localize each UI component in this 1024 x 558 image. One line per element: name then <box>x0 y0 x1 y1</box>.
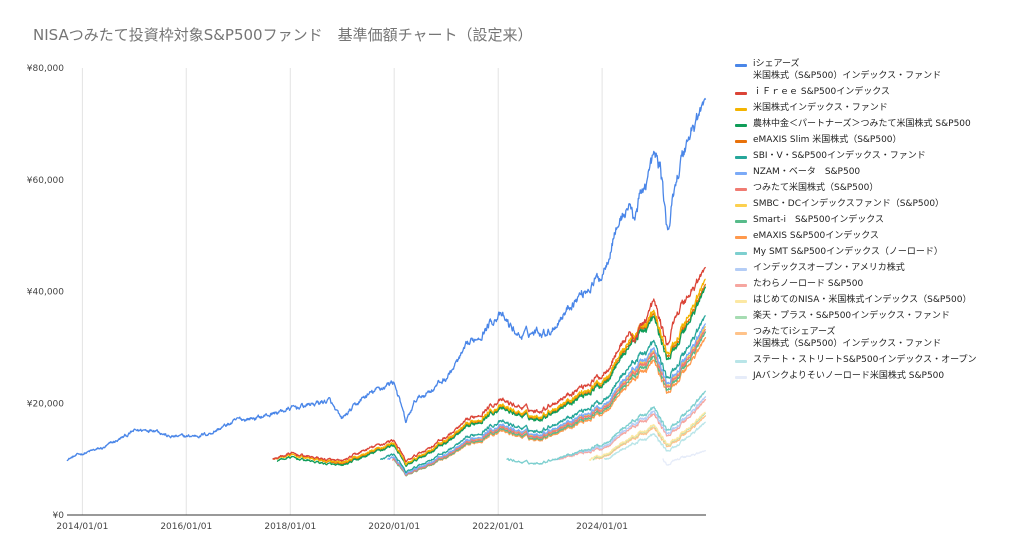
legend-swatch <box>735 188 747 191</box>
series-line <box>393 331 707 477</box>
x-tick-label: 2018/01/01 <box>264 522 316 532</box>
legend-swatch <box>735 252 747 255</box>
legend-label: eMAXIS S&P500インデックス <box>753 231 879 241</box>
legend-label: たわらノーロード S&P500 <box>753 279 864 289</box>
legend-swatch <box>735 204 747 207</box>
legend-swatch <box>735 220 747 223</box>
series-line <box>387 323 706 475</box>
y-tick-label: ¥80,000 <box>27 64 64 74</box>
legend-swatch <box>735 268 747 271</box>
legend-item: インデックスオープン・アメリカ株式 <box>735 262 1020 274</box>
legend-swatch <box>735 172 747 175</box>
legend-swatch <box>735 316 747 319</box>
x-tick-label: 2014/01/01 <box>56 522 108 532</box>
legend-item: たわらノーロード S&P500 <box>735 278 1020 290</box>
legend-swatch <box>735 236 747 239</box>
legend-item: ｉＦｒｅｅ S&P500インデックス <box>735 86 1020 98</box>
legend-item: 米国株式インデックス・ファンド <box>735 102 1020 114</box>
legend-label: インデックスオープン・アメリカ株式 <box>753 263 905 273</box>
tick-labels: 2014/01/01 2016/01/01 2018/01/01 2020/01/01… <box>27 64 628 532</box>
legend-swatch <box>735 332 747 335</box>
series-line <box>558 398 707 461</box>
legend-label: つみたてiシェアーズ 米国株式（S&P500）インデックス・ファンド <box>753 327 942 349</box>
legend-item: ステート・ストリートS&P500インデックス・オープン <box>735 354 1020 366</box>
y-tick-label: ¥20,000 <box>27 399 64 409</box>
legend-item: NZAM・ベータ S&P500 <box>735 166 1020 178</box>
legend-item: つみたて米国株式（S&P500） <box>735 182 1020 194</box>
legend-swatch <box>735 300 747 303</box>
legend-label: JAバンクよりそいノーロード米国株式 S&P500 <box>753 371 945 381</box>
legend-swatch <box>735 92 747 95</box>
legend-label: eMAXIS Slim 米国株式（S&P500） <box>753 135 902 145</box>
legend-label: NZAM・ベータ S&P500 <box>753 167 861 177</box>
legend-label: つみたて米国株式（S&P500） <box>753 183 879 193</box>
legend-label: ステート・ストリートS&P500インデックス・オープン <box>753 355 977 365</box>
legend-swatch <box>735 360 747 363</box>
series-line <box>595 415 707 460</box>
series-line <box>379 315 706 474</box>
legend-swatch <box>735 124 747 127</box>
legend-swatch <box>735 140 747 143</box>
legend-label: はじめてのNISA・米国株式インデックス（S&P500） <box>753 295 972 305</box>
series-line <box>272 278 706 466</box>
chart-title: NISAつみたて投資枠対象S&P500ファンド 基準価額チャート（設定来） <box>33 26 533 44</box>
legend: iシェアーズ 米国株式（S&P500）インデックス・ファンド ｉＦｒｅｅ S&P5… <box>735 58 1020 386</box>
series-lines <box>66 97 707 477</box>
x-tick-label: 2022/01/01 <box>472 522 524 532</box>
legend-label: iシェアーズ 米国株式（S&P500）インデックス・ファンド <box>753 59 942 81</box>
y-tick-label: ¥0 <box>53 511 65 521</box>
legend-item: 楽天・プラス・S&P500インデックス・ファンド <box>735 310 1020 322</box>
legend-label: ｉＦｒｅｅ S&P500インデックス <box>753 87 890 97</box>
legend-swatch <box>735 156 747 159</box>
legend-item: eMAXIS S&P500インデックス <box>735 230 1020 242</box>
x-tick-label: 2024/01/01 <box>576 522 628 532</box>
legend-item: Smart-i S&P500インデックス <box>735 214 1020 226</box>
legend-item: My SMT S&P500インデックス（ノーロード） <box>735 246 1020 258</box>
series-line <box>66 97 707 462</box>
legend-item: SBI・V・S&P500インデックス・ファンド <box>735 150 1020 162</box>
legend-item: iシェアーズ 米国株式（S&P500）インデックス・ファンド <box>735 58 1020 82</box>
y-tick-label: ¥60,000 <box>27 176 64 186</box>
legend-item: JAバンクよりそいノーロード米国株式 S&P500 <box>735 370 1020 382</box>
legend-item: つみたてiシェアーズ 米国株式（S&P500）インデックス・ファンド <box>735 326 1020 350</box>
series-line <box>603 421 706 460</box>
legend-label: SMBC・DCインデックスファンド（S&P500） <box>753 199 945 209</box>
legend-item: 農林中金＜パートナーズ＞つみたて米国株式 S&P500 <box>735 118 1020 130</box>
legend-label: 楽天・プラス・S&P500インデックス・ファンド <box>753 311 950 321</box>
legend-swatch <box>735 376 747 379</box>
legend-label: SBI・V・S&P500インデックス・ファンド <box>753 151 926 161</box>
gridlines <box>81 68 603 515</box>
legend-swatch <box>735 108 747 111</box>
series-line <box>588 411 706 461</box>
series-line <box>392 326 706 476</box>
legend-item: SMBC・DCインデックスファンド（S&P500） <box>735 198 1020 210</box>
legend-swatch <box>735 284 747 287</box>
x-tick-label: 2020/01/01 <box>368 522 420 532</box>
legend-label: My SMT S&P500インデックス（ノーロード） <box>753 247 943 257</box>
legend-label: 米国株式インデックス・ファンド <box>753 103 888 113</box>
y-tick-label: ¥40,000 <box>27 288 64 298</box>
series-line <box>272 266 707 463</box>
legend-swatch <box>735 64 747 67</box>
series-line <box>662 450 707 466</box>
legend-item: eMAXIS Slim 米国株式（S&P500） <box>735 134 1020 146</box>
legend-label: Smart-i S&P500インデックス <box>753 215 885 225</box>
legend-label: 農林中金＜パートナーズ＞つみたて米国株式 S&P500 <box>753 119 971 129</box>
x-tick-label: 2016/01/01 <box>160 522 212 532</box>
series-line <box>392 328 706 477</box>
series-line <box>506 390 706 465</box>
legend-item: はじめてのNISA・米国株式インデックス（S&P500） <box>735 294 1020 306</box>
